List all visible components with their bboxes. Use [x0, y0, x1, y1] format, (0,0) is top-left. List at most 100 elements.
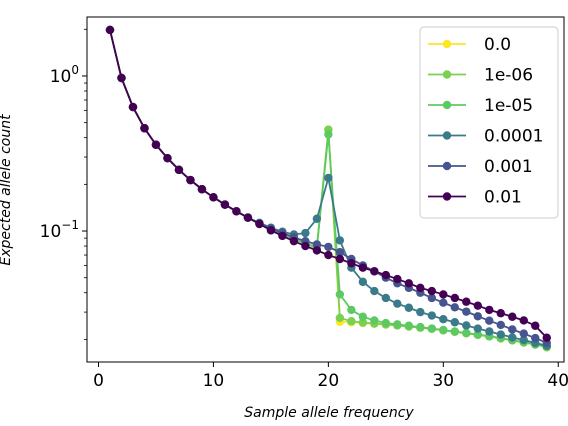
- data-point: [404, 321, 414, 330]
- data-point: [358, 312, 368, 321]
- series-layer: [105, 25, 551, 352]
- data-point: [393, 274, 402, 284]
- series-5: [105, 25, 551, 342]
- data-point: [462, 307, 471, 316]
- data-point: [450, 303, 460, 312]
- data-point: [462, 297, 471, 306]
- data-point: [312, 214, 322, 223]
- legend-marker: [442, 100, 452, 110]
- legend-label: 0.0: [484, 35, 511, 55]
- data-point: [427, 311, 437, 320]
- data-point: [324, 130, 333, 139]
- data-point: [381, 293, 391, 303]
- data-point: [197, 185, 207, 194]
- data-point: [335, 254, 345, 264]
- legend-label: 0.001: [484, 157, 533, 177]
- data-point: [393, 320, 402, 329]
- data-point: [370, 267, 379, 276]
- y-tick-label: 100: [50, 63, 79, 87]
- data-point: [508, 325, 517, 334]
- data-point: [508, 312, 517, 321]
- x-tick-label: 10: [203, 371, 225, 391]
- plot-frame: [86, 16, 565, 363]
- legend-label: 1e-05: [484, 96, 533, 116]
- legend-entry: 0.0: [428, 35, 511, 55]
- y-axis: 100 10−1: [40, 28, 87, 340]
- data-point: [105, 25, 115, 35]
- data-point: [324, 173, 333, 183]
- data-point: [450, 327, 460, 336]
- data-point: [473, 324, 482, 333]
- data-point: [381, 270, 391, 280]
- data-point: [163, 153, 172, 163]
- data-point: [508, 333, 517, 342]
- data-point: [335, 248, 345, 257]
- data-point: [496, 309, 505, 318]
- data-point: [209, 193, 218, 202]
- legend-label: 1e-06: [484, 66, 533, 86]
- x-tick-label: 40: [547, 371, 568, 391]
- data-point: [519, 329, 528, 338]
- data-point: [450, 318, 460, 327]
- data-point: [312, 246, 322, 255]
- x-axis-label: Sample allele frequency: [244, 405, 414, 421]
- data-point: [439, 325, 448, 335]
- x-tick-label: 30: [432, 371, 454, 391]
- legend-marker: [442, 161, 452, 171]
- legend-marker: [442, 39, 452, 49]
- data-point: [427, 293, 437, 303]
- data-point: [450, 293, 460, 303]
- data-point: [301, 241, 310, 251]
- legend-marker: [442, 192, 452, 201]
- data-point: [324, 250, 333, 260]
- data-point: [186, 175, 195, 185]
- data-point: [347, 259, 356, 268]
- data-point: [519, 316, 528, 325]
- y-axis-label: Expected allele count: [0, 114, 14, 266]
- data-point: [151, 140, 161, 149]
- data-point: [473, 301, 482, 310]
- legend-marker: [442, 70, 452, 79]
- data-point: [370, 316, 379, 325]
- data-point: [496, 330, 505, 339]
- data-point: [335, 313, 345, 323]
- data-point: [174, 165, 184, 175]
- data-point: [324, 242, 333, 252]
- data-point: [416, 307, 425, 317]
- data-point: [404, 279, 414, 288]
- data-point: [416, 283, 425, 293]
- legend-marker: [442, 131, 452, 140]
- data-point: [496, 320, 505, 330]
- data-point: [128, 102, 138, 112]
- data-point: [335, 236, 345, 245]
- legend-label: 0.01: [484, 188, 522, 208]
- data-point: [243, 213, 253, 222]
- data-point: [347, 305, 356, 315]
- data-point: [542, 333, 551, 342]
- data-point: [312, 240, 322, 249]
- data-point: [519, 335, 528, 345]
- data-point: [485, 316, 494, 325]
- data-point: [485, 305, 494, 315]
- data-point: [347, 317, 356, 326]
- data-point: [220, 200, 230, 209]
- data-point: [485, 327, 494, 336]
- data-point: [439, 290, 448, 299]
- data-point: [427, 324, 437, 333]
- data-point: [370, 286, 379, 296]
- data-point: [358, 318, 368, 327]
- data-point: [531, 321, 540, 330]
- data-point: [278, 231, 287, 241]
- legend-entry: 0.01: [428, 188, 522, 208]
- data-point: [393, 299, 402, 308]
- x-tick-label: 20: [318, 371, 340, 391]
- data-point: [416, 322, 425, 332]
- data-point: [427, 286, 437, 296]
- legend-entry: 0.001: [428, 157, 533, 177]
- data-point: [439, 315, 448, 324]
- x-axis: 0 10 20 30 40: [93, 362, 568, 391]
- data-point: [289, 236, 299, 246]
- data-point: [473, 312, 482, 321]
- data-point: [381, 318, 391, 328]
